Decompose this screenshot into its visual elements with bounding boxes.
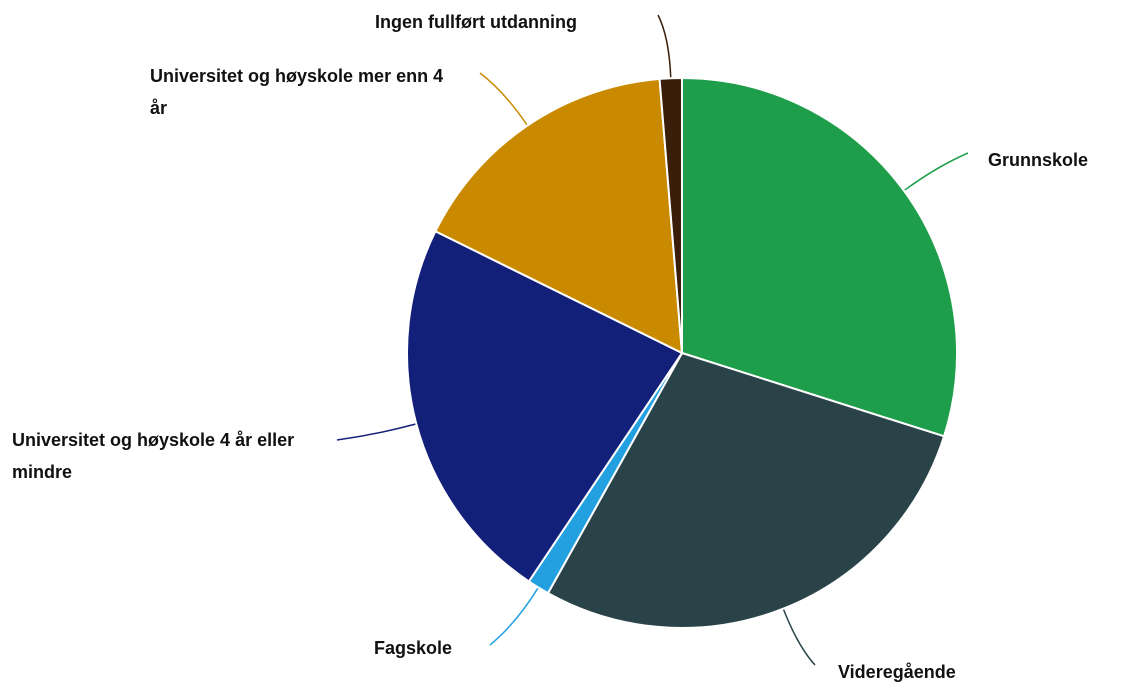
pie-slice [406, 229, 684, 583]
slice-label: Universitet og høyskole mer enn 4 år [150, 66, 444, 118]
leader-line [782, 609, 816, 666]
pie-slice [434, 77, 684, 355]
pie-slice [681, 76, 958, 438]
leader-line [904, 152, 969, 191]
leader-line [479, 72, 528, 126]
slice-label: Fagskole [374, 638, 453, 658]
slice-label: Grunnskole [988, 150, 1089, 170]
slice-label: Ingen fullført utdanning [375, 12, 577, 32]
leader-line [489, 587, 539, 646]
pie-slice [546, 351, 946, 629]
leader-line [657, 14, 672, 78]
slice-label: Videregående [838, 662, 956, 682]
pie-slice [658, 76, 683, 354]
leader-line [336, 423, 416, 441]
slice-label: Universitet og høyskole 4 år eller mindr… [12, 430, 295, 482]
